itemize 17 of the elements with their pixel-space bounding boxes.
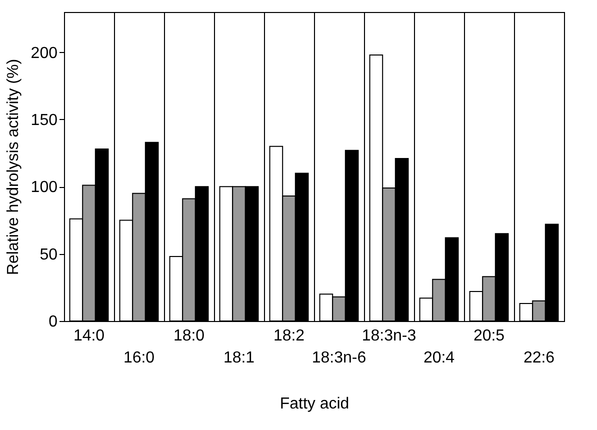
x-tick-label: 18:2 [273, 328, 305, 344]
y-tick-label: 100 [30, 179, 58, 196]
x-tick-label: 20:5 [473, 328, 505, 344]
x-tick-label: 20:4 [423, 350, 455, 366]
x-tick-label: 18:1 [223, 350, 255, 366]
y-tick-label: 0 [48, 314, 58, 330]
x-tick-label: 18:3n-6 [312, 350, 366, 366]
y-axis-title: Relative hydrolysis activity (%) [4, 58, 22, 276]
y-tick-label: 50 [40, 246, 58, 264]
x-axis-title: Fatty acid [280, 396, 350, 412]
x-tick-label: 22:6 [523, 350, 555, 366]
x-tick-label: 14:0 [73, 328, 105, 344]
x-tick-label: 18:0 [173, 328, 205, 344]
x-tick-label: 18:3n-3 [362, 328, 416, 344]
y-tick-label: 200 [30, 44, 58, 62]
x-tick-label: 16:0 [123, 350, 155, 366]
y-tick-label: 150 [30, 112, 58, 129]
